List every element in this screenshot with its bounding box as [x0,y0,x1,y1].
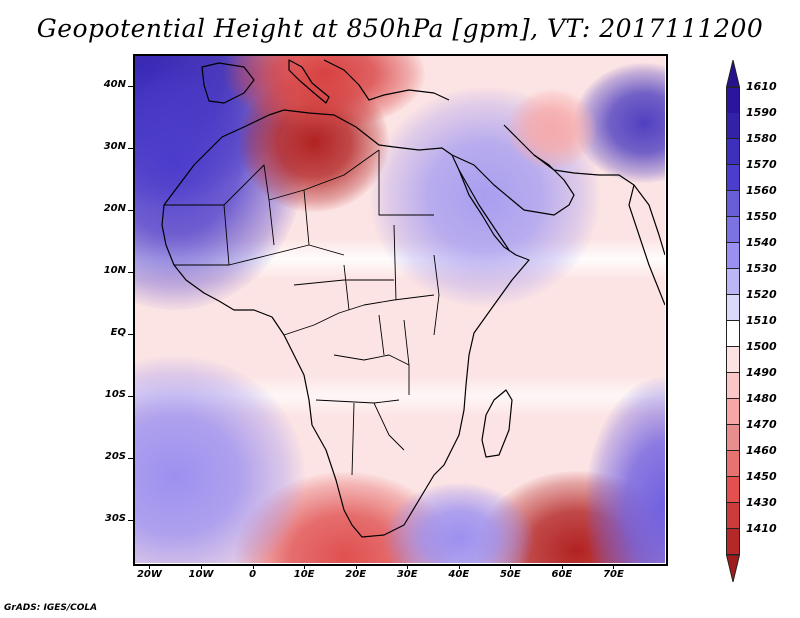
lon-tick-mark [561,564,563,569]
colorbar-swatch [726,295,740,321]
lat-tick-label: 40N [103,78,126,90]
colorbar-swatch [726,165,740,191]
lon-tick-mark [149,564,151,569]
lon-tick-label: 20W [136,569,162,580]
country-borders-central [283,224,440,336]
colorbar-swatch [726,321,740,347]
lat-tick-mark [128,147,133,149]
colorbar-label: 1590 [746,106,777,119]
field-low-iran [506,89,597,170]
colorbar-bottom-arrow [726,555,740,582]
lat-tick-mark [128,519,133,521]
lon-tick-label: 10E [293,569,315,580]
colorbar-swatch [726,269,740,295]
lat-tick-mark [128,395,133,397]
colorbar-label: 1480 [746,392,777,405]
colorbar-label: 1520 [746,288,777,301]
colorbar-label: 1570 [746,158,777,171]
iran-coastline [533,154,665,256]
lon-tick-mark [458,564,460,569]
colorbar-top-arrow [726,60,740,87]
lat-tick-label: 30S [104,512,126,524]
balkans-coastline [323,59,450,101]
lat-tick-mark [128,457,133,459]
colorbar-label: 1550 [746,210,777,223]
lat-tick-label: 10S [104,388,126,400]
colorbar-swatch [726,217,740,243]
colorbar-swatch [726,529,740,555]
colorbar-label: 1450 [746,470,777,483]
lat-tick-mark [128,333,133,335]
india-coastline [628,184,665,306]
colorbar-label: 1470 [746,418,777,431]
colorbar-swatch [726,373,740,399]
lat-tick-mark [128,85,133,87]
lat-tick-label: 30N [103,140,126,152]
arabia-coastline [451,124,575,216]
colorbar-swatch [726,113,740,139]
colorbar-swatch [726,243,740,269]
colorbar-label: 1500 [746,340,777,353]
lon-tick-mark [407,564,409,569]
lon-tick-label: 30E [396,569,418,580]
lon-tick-label: 70E [603,569,624,580]
grads-credit: GrADS: IGES/COLA [4,603,98,613]
colorbar-swatch [726,191,740,217]
country-borders-south [315,314,410,476]
colorbar-swatch [726,451,740,477]
colorbar-swatch [726,139,740,165]
red-sea-coast [458,169,510,251]
colorbar-swatch [726,503,740,529]
lon-tick-label: 60E [551,569,573,580]
colorbar-label: 1430 [746,496,777,509]
colorbar-label: 1610 [746,80,777,93]
lat-tick-label: 20S [104,450,126,462]
colorbar-label: 1530 [746,262,777,275]
lat-tick-mark [128,271,133,273]
lon-tick-mark [304,564,306,569]
colorbar-swatch [726,347,740,373]
colorbar-label: 1580 [746,132,777,145]
colorbar-label: 1410 [746,522,777,535]
africa-coastline [161,109,530,538]
field-high-mozambique-channel [383,483,534,563]
colorbar-swatch [726,477,740,503]
map-plot-area [134,55,665,563]
lon-tick-label: 0 [249,569,257,580]
country-borders-north [164,149,434,266]
coastline-border-layer [161,59,665,538]
colorbar-swatch [726,87,740,114]
lat-tick-label: EQ [110,326,126,338]
lon-tick-label: 10W [188,569,214,580]
colorbar-label: 1460 [746,444,777,457]
lon-tick-mark [613,564,615,569]
lon-tick-mark [252,564,254,569]
lat-tick-label: 20N [103,202,126,214]
lon-tick-mark [355,564,357,569]
lat-tick-mark [128,209,133,211]
italy-coastline [288,59,330,104]
colorbar-label: 1510 [746,314,777,327]
colorbar-label: 1490 [746,366,777,379]
lon-tick-mark [510,564,512,569]
colorbar-label: 1560 [746,184,777,197]
lon-tick-label: 50E [499,569,521,580]
lat-tick-label: 10N [103,264,126,276]
lon-tick-label: 20E [345,569,367,580]
colorbar-label: 1540 [746,236,777,249]
iberia-coastline [201,62,255,104]
chart-title: Geopotential Height at 850hPa [gpm], VT:… [36,14,764,43]
lon-tick-label: 40E [448,569,470,580]
lon-tick-mark [201,564,203,569]
colorbar-swatch [726,399,740,425]
colorbar-swatch [726,425,740,451]
madagascar-coastline [481,389,513,458]
